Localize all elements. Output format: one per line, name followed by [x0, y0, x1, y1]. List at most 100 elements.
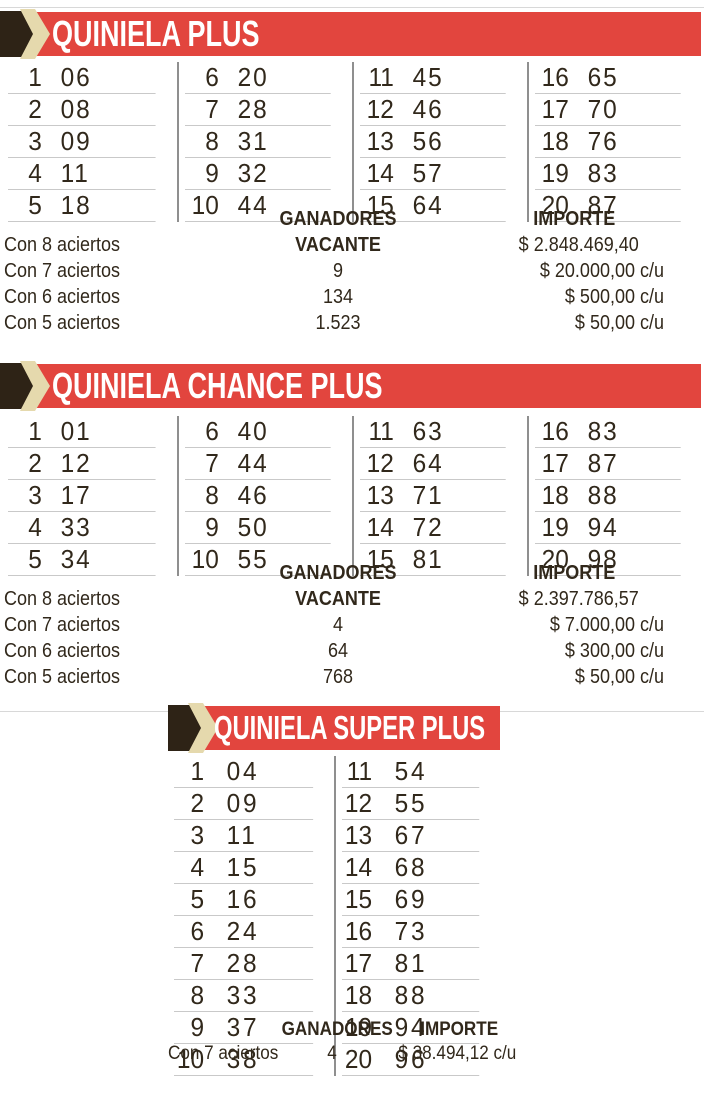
winning-number: 31 — [237, 126, 269, 156]
winning-number: 88 — [587, 480, 619, 510]
winning-number: 57 — [412, 158, 444, 188]
winning-number: 65 — [587, 62, 619, 92]
prize-tier-label: Con 5 aciertos — [4, 666, 121, 688]
numbers-column: 6 40 7 44 8 46 9 50 — [177, 416, 352, 576]
winning-numbers-grid: 1 01 2 12 3 17 4 33 — [2, 416, 702, 576]
winning-number: 54 — [394, 756, 428, 786]
prize-table: GANADORES IMPORTE Con 8 aciertos VACANTE… — [4, 560, 664, 690]
chevron-icon — [0, 361, 50, 411]
winners-count: VACANTE — [295, 588, 381, 610]
draw-position: 19 — [541, 512, 569, 542]
number-row: 2 08 — [8, 94, 156, 126]
separator-line — [0, 7, 704, 8]
draw-position: 4 — [190, 852, 205, 882]
number-row: 10 38 — [174, 1044, 314, 1076]
section-title: QUINIELA CHANCE PLUS — [52, 365, 383, 406]
number-row: 16 65 — [535, 62, 681, 94]
draw-position: 8 — [205, 126, 219, 156]
winners-count: 4 — [327, 1043, 337, 1064]
number-row: 19 83 — [535, 158, 681, 190]
number-row: 17 87 — [535, 448, 681, 480]
winning-number: 09 — [226, 788, 260, 818]
draw-position: 17 — [541, 94, 569, 124]
number-row: 10 44 — [185, 190, 331, 222]
winning-number: 96 — [394, 1044, 428, 1074]
winning-number: 12 — [60, 448, 92, 478]
draw-position: 2 — [190, 788, 205, 818]
winning-number: 67 — [394, 820, 428, 850]
winning-number: 11 — [226, 820, 258, 850]
number-row: 11 45 — [360, 62, 506, 94]
number-row: 11 63 — [360, 416, 506, 448]
number-row: 4 11 — [8, 158, 156, 190]
draw-position: 11 — [368, 62, 394, 92]
winning-number: 87 — [587, 190, 619, 220]
draw-position: 6 — [205, 62, 219, 92]
winning-number: 83 — [587, 158, 619, 188]
numbers-column: 16 65 17 70 18 76 19 83 — [527, 62, 702, 222]
number-row: 19 94 — [535, 512, 681, 544]
winning-number: 64 — [412, 448, 444, 478]
number-row: 16 73 — [342, 916, 480, 948]
winning-number: 32 — [237, 158, 269, 188]
numbers-column: 1 01 2 12 3 17 4 33 — [2, 416, 177, 576]
draw-position: 10 — [176, 1044, 205, 1074]
draw-position: 17 — [541, 448, 569, 478]
draw-position: 18 — [344, 980, 373, 1010]
numbers-column: 11 63 12 64 13 71 14 72 — [352, 416, 527, 576]
chevron-icon — [0, 9, 50, 59]
number-row: 1 04 — [174, 756, 314, 788]
prize-tier-label: Con 6 aciertos — [4, 640, 121, 662]
number-row: 20 87 — [535, 190, 681, 222]
winning-number: 09 — [60, 126, 92, 156]
prize-tier-label: Con 7 aciertos — [4, 614, 121, 636]
prize-amount: $ 500,00 c/u — [564, 286, 664, 308]
number-row: 9 50 — [185, 512, 331, 544]
number-row: 5 16 — [174, 884, 314, 916]
number-row: 1 01 — [8, 416, 156, 448]
winning-number: 71 — [412, 480, 444, 510]
number-row: 12 46 — [360, 94, 506, 126]
number-row: 17 81 — [342, 948, 480, 980]
number-row: 9 37 — [174, 1012, 314, 1044]
winning-number: 37 — [226, 1012, 260, 1042]
number-row: 13 71 — [360, 480, 506, 512]
draw-position: 2 — [28, 94, 42, 124]
draw-position: 9 — [205, 512, 219, 542]
banner-bar — [30, 364, 701, 408]
number-row: 13 67 — [342, 820, 480, 852]
prize-header-spacer — [4, 206, 242, 232]
draw-position: 20 — [541, 544, 569, 574]
draw-position: 1 — [28, 62, 42, 92]
draw-position: 5 — [28, 544, 42, 574]
numbers-column: 6 20 7 28 8 31 9 32 — [177, 62, 352, 222]
number-row: 15 81 — [360, 544, 506, 576]
importe-header: IMPORTE — [420, 1019, 499, 1040]
number-row: 14 72 — [360, 512, 506, 544]
draw-position: 12 — [366, 448, 394, 478]
winning-number: 55 — [237, 544, 269, 574]
draw-position: 4 — [28, 512, 42, 542]
draw-position: 12 — [366, 94, 394, 124]
importe-header: IMPORTE — [533, 208, 616, 230]
number-row: 17 70 — [535, 94, 681, 126]
draw-position: 11 — [346, 756, 373, 786]
draw-position: 13 — [344, 820, 373, 850]
prize-amount: $ 300,00 c/u — [564, 640, 664, 662]
number-row: 20 96 — [342, 1044, 480, 1076]
winning-number: 33 — [60, 512, 92, 542]
winning-number: 38 — [226, 1044, 260, 1074]
winning-number: 20 — [237, 62, 269, 92]
prize-tier-label: Con 5 aciertos — [4, 312, 121, 334]
draw-position: 16 — [541, 62, 569, 92]
draw-position: 15 — [366, 190, 394, 220]
draw-position: 15 — [344, 884, 373, 914]
winning-number: 50 — [237, 512, 269, 542]
draw-position: 13 — [366, 126, 394, 156]
draw-position: 14 — [366, 158, 394, 188]
ganadores-header: GANADORES — [279, 208, 397, 230]
draw-position: 15 — [366, 544, 394, 574]
draw-position: 5 — [28, 190, 42, 220]
winning-number: 94 — [587, 512, 619, 542]
winning-number: 17 — [60, 480, 92, 510]
